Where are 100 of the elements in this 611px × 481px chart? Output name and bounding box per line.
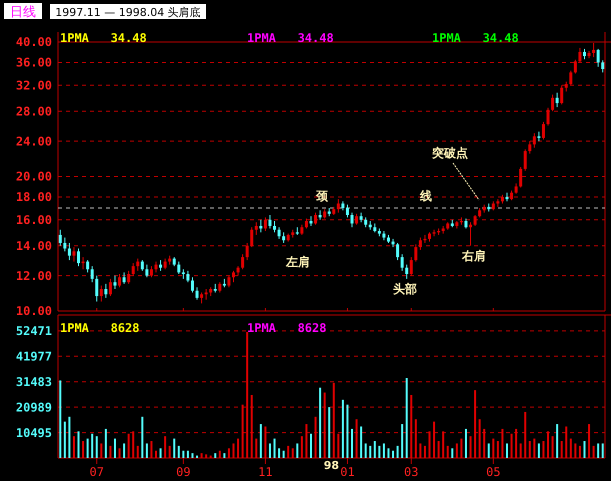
bar: [378, 446, 380, 458]
bar: [401, 424, 404, 458]
bar: [533, 438, 536, 458]
candlestick: [190, 276, 194, 294]
bar: [446, 446, 449, 458]
bar: [310, 434, 312, 458]
bar: [451, 448, 454, 458]
candlestick: [560, 84, 564, 105]
bar: [173, 438, 176, 458]
candlestick: [478, 208, 482, 218]
candlestick: [418, 237, 422, 250]
annotation: 突破点: [431, 146, 468, 160]
bar: [588, 424, 590, 458]
bar: [474, 390, 476, 458]
candlestick: [77, 248, 80, 267]
candlestick: [68, 242, 71, 261]
candlestick: [469, 222, 472, 246]
bar: [360, 426, 362, 458]
bar: [200, 453, 203, 458]
candlestick: [414, 244, 418, 262]
candlestick: [592, 42, 596, 58]
bar: [296, 443, 298, 458]
annotation: 线: [419, 189, 432, 204]
candlestick: [164, 258, 167, 270]
bar: [255, 438, 258, 458]
bar: [282, 450, 285, 458]
candlestick: [582, 48, 586, 60]
bar: [374, 441, 376, 458]
y-tick-label: 28.00: [16, 104, 52, 118]
candlestick: [601, 60, 604, 73]
candlestick: [104, 283, 108, 298]
bar: [68, 416, 70, 458]
bar: [287, 446, 290, 458]
annotation: 右肩: [461, 249, 486, 264]
bar: [186, 450, 189, 458]
bar: [382, 443, 385, 458]
candlestick: [318, 210, 322, 220]
bar: [150, 441, 152, 458]
candlestick: [159, 260, 162, 272]
candlestick: [405, 264, 408, 280]
candlestick: [227, 275, 230, 288]
bar: [414, 419, 417, 458]
bar: [433, 422, 436, 458]
candlestick: [569, 70, 572, 86]
candlestick: [524, 148, 527, 172]
candlestick: [254, 222, 258, 236]
bar: [86, 438, 89, 458]
bar: [478, 419, 481, 458]
candlestick: [264, 216, 267, 232]
candlestick: [546, 107, 550, 126]
bar: [428, 431, 431, 458]
bar: [300, 436, 303, 458]
candlestick: [236, 266, 240, 276]
candlestick: [196, 286, 199, 300]
y-tick-label: 31483: [16, 374, 52, 389]
candlestick: [154, 261, 158, 273]
annotation: 颈: [315, 189, 329, 204]
bar: [392, 450, 394, 458]
y-tick-label: 14.00: [16, 238, 52, 253]
candlestick: [360, 212, 363, 223]
candlestick: [551, 94, 554, 112]
bar: [515, 428, 518, 458]
bar: [602, 443, 604, 458]
bar: [470, 436, 472, 458]
annotation: 1PMA 8628: [247, 321, 326, 336]
candlestick: [346, 204, 349, 218]
candlestick: [232, 270, 235, 283]
candlestick: [100, 285, 103, 302]
candlestick: [132, 262, 135, 276]
chart-subtitle: 日线: [10, 5, 36, 20]
x-tick-label: 07: [90, 465, 104, 479]
bar: [424, 446, 426, 458]
bar: [205, 454, 208, 458]
bar: [506, 443, 508, 458]
bar: [524, 412, 526, 458]
candlestick: [474, 214, 477, 226]
y-tick-label: 16.00: [16, 213, 52, 227]
candlestick: [86, 260, 90, 273]
bar: [456, 443, 458, 458]
candlestick: [382, 230, 386, 241]
chart-title: 1997.11 — 1998.04 头肩底: [55, 6, 201, 19]
bar: [146, 443, 148, 458]
bar: [305, 424, 308, 458]
bar: [141, 416, 144, 458]
candlestick: [268, 214, 272, 229]
candlestick: [510, 190, 514, 201]
candlestick: [150, 266, 153, 278]
candlestick: [282, 232, 286, 244]
candlestick: [273, 220, 276, 233]
bar: [155, 450, 158, 458]
candlestick: [428, 232, 432, 242]
bar: [369, 446, 372, 458]
bar: [136, 446, 139, 458]
bar: [396, 446, 399, 458]
bar: [464, 428, 467, 458]
candlestick: [246, 242, 249, 261]
y-tick-label: 20.00: [16, 170, 52, 184]
candlestick: [108, 278, 112, 297]
bar: [268, 443, 271, 458]
candlestick: [578, 47, 582, 63]
